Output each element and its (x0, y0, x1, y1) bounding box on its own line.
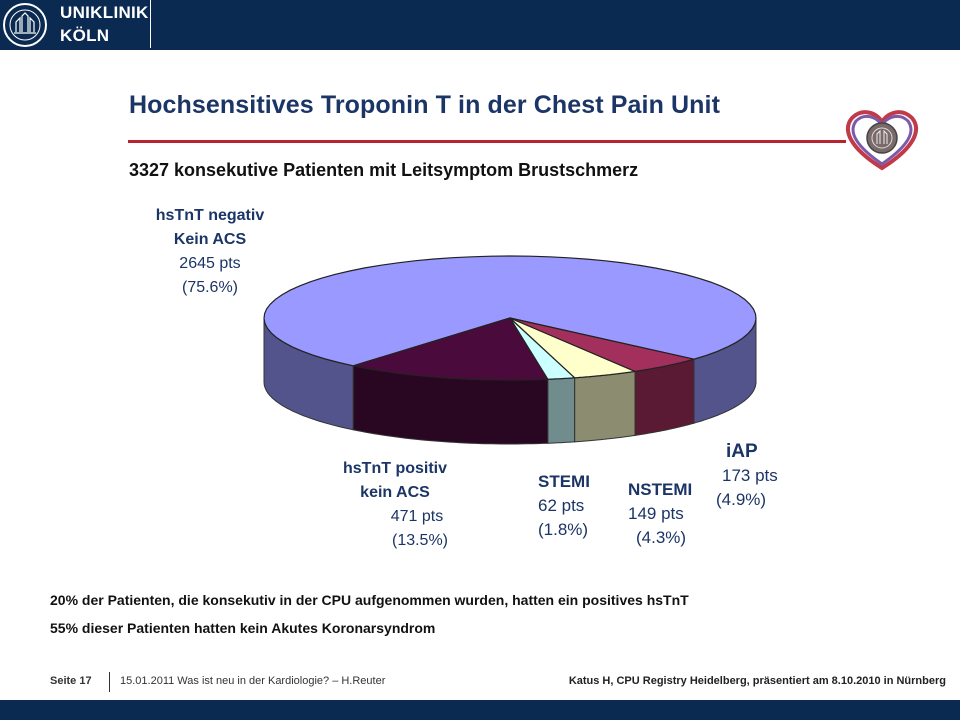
label-stemi: STEMI 62 pts (1.8%) (538, 470, 618, 542)
label-hstnt-negativ: hsTnT negativ Kein ACS 2645 pts (75.6%) (140, 204, 280, 300)
header-bar: UNIKLINIK KÖLN (0, 0, 960, 50)
note-line-2: 55% dieser Patienten hatten kein Akutes … (50, 620, 436, 636)
label-nstemi-pct: (4.3%) (636, 528, 687, 547)
label-hstnt-negativ-pct: (75.6%) (181, 279, 239, 296)
heart-emblem-icon (846, 110, 918, 171)
slide-subtitle: 3327 konsekutive Patienten mit Leitsympt… (129, 160, 639, 180)
pie-wall-4-0 (634, 358, 695, 436)
label-hstnt-negativ-count: 2645 pts (179, 255, 241, 272)
pie-slice-3 (509, 317, 638, 379)
university-seal-logo (3, 3, 47, 47)
pie-slice-4 (509, 317, 695, 373)
label-nstemi: NSTEMI 149 pts (4.3%) (628, 478, 718, 550)
footer-bar (0, 700, 960, 720)
label-stemi-count: 62 pts (538, 496, 585, 515)
title-underline (128, 140, 846, 143)
pie-wall-3-0 (574, 370, 636, 443)
slide-title: Hochsensitives Troponin T in der Chest P… (129, 91, 720, 119)
label-iap: iAP 173 pts (4.9%) (716, 440, 806, 512)
pie-slice-1 (353, 317, 549, 381)
footer-source: Katus H, CPU Registry Heidelberg, präsen… (568, 675, 946, 687)
footer-page-number: Seite 17 (50, 675, 92, 687)
label-nstemi-count: 149 pts (628, 504, 684, 523)
label-hstnt-positiv-count: 471 pts (390, 508, 444, 525)
label-iap-count: 173 pts (722, 466, 778, 485)
note-line-1: 20% der Patienten, die konsekutiv in der… (50, 592, 689, 608)
label-iap-pct: (4.9%) (716, 490, 767, 509)
label-hstnt-positiv-line2: kein ACS (360, 484, 430, 501)
footer-divider (109, 672, 110, 692)
label-nstemi-line1: NSTEMI (628, 480, 693, 499)
label-hstnt-negativ-line1: hsTnT negativ (155, 207, 265, 224)
footer-date-text: 15.01.2011 Was ist neu in der Kardiologi… (120, 675, 386, 687)
label-hstnt-positiv: hsTnT positiv kein ACS 471 pts (13.5%) (320, 457, 470, 553)
label-stemi-pct: (1.8%) (538, 520, 589, 539)
brand-divider (150, 0, 151, 48)
label-iap-line1: iAP (726, 441, 758, 462)
brand-line-1: UNIKLINIK (60, 3, 149, 22)
label-hstnt-positiv-line1: hsTnT positiv (343, 460, 447, 477)
label-stemi-line1: STEMI (538, 472, 590, 491)
label-hstnt-positiv-pct: (13.5%) (391, 532, 449, 549)
brand-line-2: KÖLN (60, 26, 110, 45)
pie-wall-2-0 (547, 377, 576, 444)
label-hstnt-negativ-line2: Kein ACS (173, 231, 247, 248)
pie-slice-0 (263, 255, 757, 367)
